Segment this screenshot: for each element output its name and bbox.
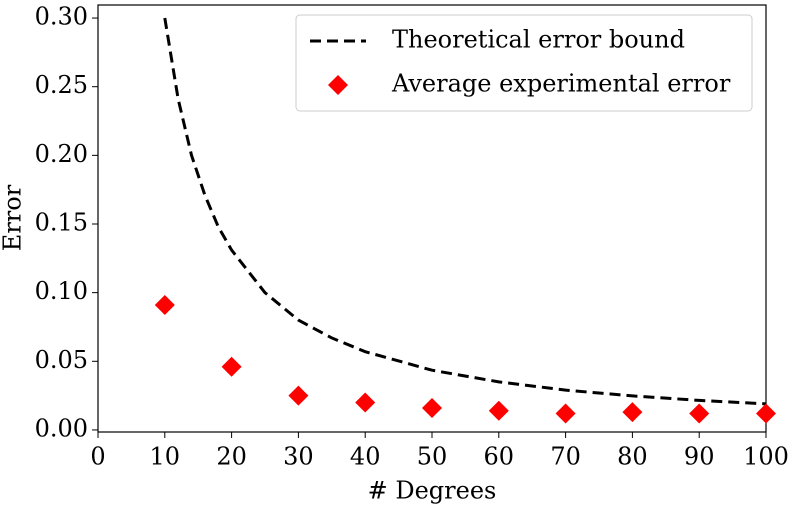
y-tick-label: 0.10 (35, 277, 88, 305)
legend-box (295, 14, 753, 112)
x-tick-label: 70 (550, 443, 581, 471)
y-tick-label: 0.15 (35, 208, 88, 236)
y-tick-label: 0.05 (35, 346, 88, 374)
x-tick-label: 60 (484, 443, 515, 471)
x-tick-label: 50 (417, 443, 448, 471)
y-axis-label: Error (0, 184, 27, 251)
marker (555, 403, 576, 424)
marker (154, 294, 175, 315)
marker (622, 402, 643, 423)
line (163, 17, 767, 406)
y-tick-label: 0.25 (35, 71, 88, 99)
x-tick-label: 30 (283, 443, 314, 471)
x-tick-label: 0 (90, 443, 105, 471)
marker (221, 356, 242, 377)
y-tick-label: 0.20 (35, 140, 88, 168)
y-tick-label: 0.00 (35, 414, 88, 442)
marker (756, 403, 776, 424)
x-tick-label: 80 (617, 443, 648, 471)
legend-label: Average experimental error (391, 70, 731, 98)
x-tick-label: 20 (216, 443, 247, 471)
x-axis-label: # Degrees (368, 477, 497, 505)
y-tick-label: 0.30 (35, 3, 88, 31)
marker (488, 400, 509, 421)
legend-swatch (328, 75, 348, 95)
marker (422, 397, 442, 418)
x-tick-label: 10 (150, 443, 181, 471)
marker (355, 392, 376, 413)
x-tick-label: 90 (684, 443, 715, 471)
x-tick-label: 40 (350, 443, 381, 471)
marker (288, 385, 309, 406)
x-tick-label: 100 (743, 443, 789, 471)
legend-label: Theoretical error bound (392, 26, 685, 54)
marker (689, 403, 710, 424)
